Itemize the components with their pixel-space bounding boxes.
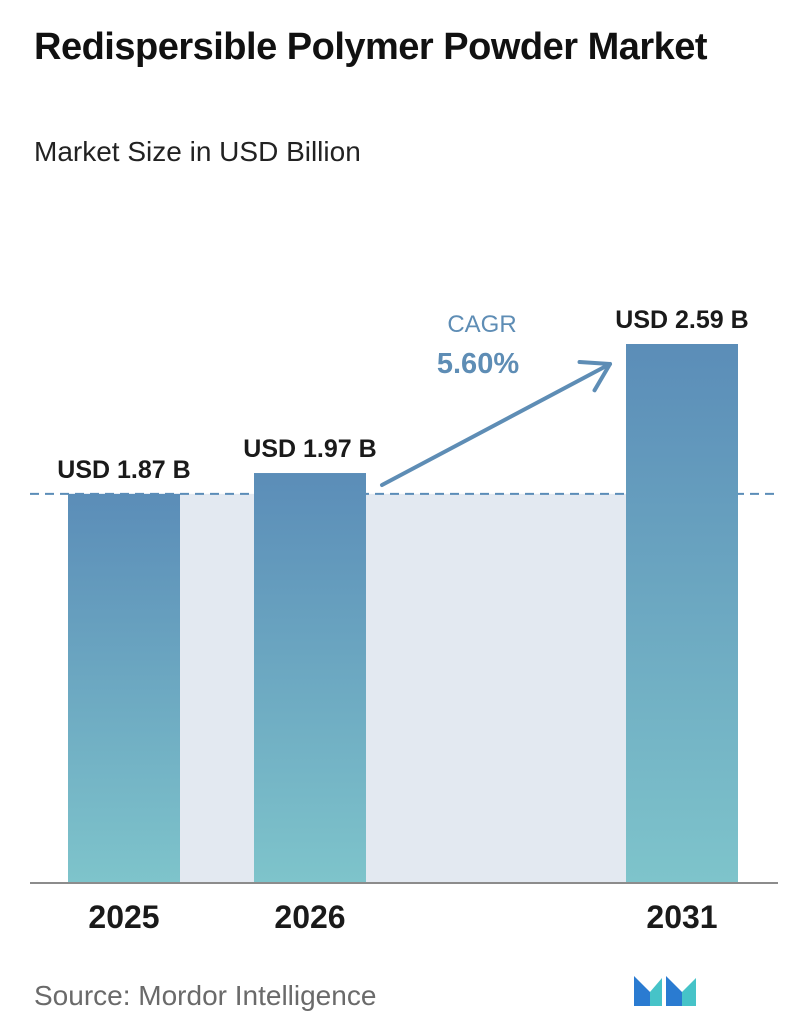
cagr-arrow-icon (380, 360, 612, 488)
cagr-label: CAGR (447, 311, 516, 338)
data-labels-group: USD 1.87 B USD 1.97 B USD 2.59 B (57, 306, 748, 484)
x-tick-label-2026: 2026 (274, 899, 345, 935)
mordor-intelligence-logo-icon (634, 976, 696, 1006)
bar-2026 (254, 473, 366, 883)
x-tick-labels-group: 2025 2026 2031 (88, 899, 717, 935)
bars-group (68, 344, 738, 883)
cagr-value: 5.60% (437, 348, 519, 380)
data-label-2026: USD 1.97 B (243, 435, 376, 463)
chart-title: Redispersible Polymer Powder Market (34, 26, 708, 68)
x-tick-label-2025: 2025 (88, 899, 159, 935)
bar-2031 (626, 344, 738, 883)
data-label-2031: USD 2.59 B (615, 306, 748, 334)
cagr-annotation: CAGR 5.60% (380, 311, 612, 488)
bar-2025 (68, 493, 180, 883)
chart-subtitle: Market Size in USD Billion (34, 136, 361, 167)
background-band (366, 493, 626, 883)
background-bands (180, 493, 626, 883)
source-text: Source: Mordor Intelligence (34, 980, 377, 1011)
background-band (180, 493, 254, 883)
x-tick-label-2031: 2031 (646, 899, 717, 935)
data-label-2025: USD 1.87 B (57, 456, 190, 484)
